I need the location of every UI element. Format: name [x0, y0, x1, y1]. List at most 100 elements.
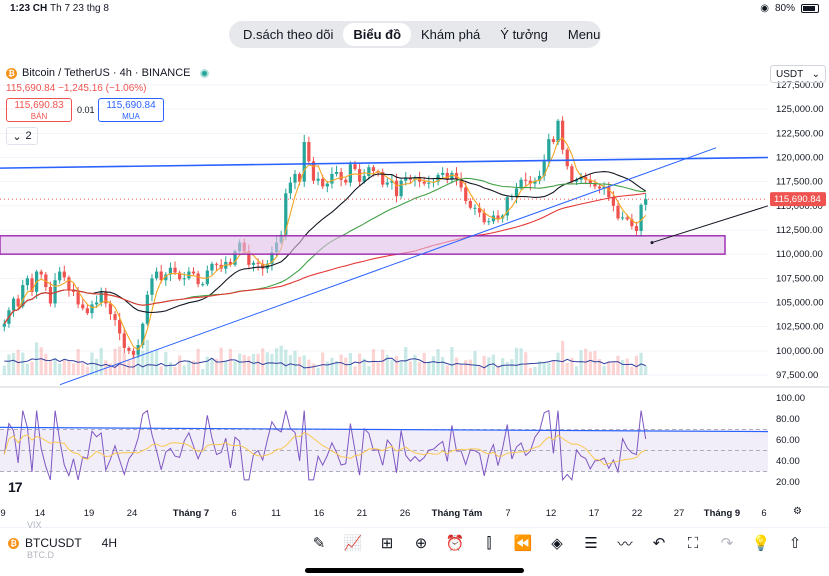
undo-icon[interactable]: ↶ — [652, 535, 666, 552]
price-tick-label: 110,000.00 — [776, 249, 823, 260]
trendlines — [0, 147, 769, 386]
candle-body — [399, 180, 403, 197]
volume-bar — [284, 349, 288, 375]
volume-bar — [611, 362, 616, 375]
candle-body — [131, 350, 136, 355]
candle-body — [127, 347, 131, 351]
volume-bar — [579, 350, 583, 375]
volume-bar — [625, 358, 629, 375]
candle-body — [247, 251, 251, 265]
tab-menu[interactable]: Menu — [567, 27, 601, 42]
candle-body — [214, 263, 219, 265]
price-tick-label: 97,500.00 — [776, 370, 818, 381]
ticker-selector[interactable]: ₿ BTCUSDT 4H — [8, 536, 117, 550]
candle-body — [404, 177, 408, 181]
share-icon[interactable]: ⇧ — [788, 535, 802, 552]
volume-bar — [39, 347, 43, 375]
candle-body — [11, 298, 16, 311]
candle-body — [288, 182, 293, 194]
candle-body — [62, 271, 66, 278]
volume-bar — [565, 362, 569, 375]
redo-icon[interactable]: ↷ — [720, 535, 734, 552]
time-tick-label: Tháng Tám — [432, 508, 483, 519]
last-price-tag-label: 115,690.84 — [774, 194, 821, 205]
volume-bar — [58, 363, 62, 375]
moving-average-line — [3, 137, 647, 351]
volume-bar — [302, 355, 306, 375]
candle-body — [154, 271, 159, 279]
candle-body — [514, 188, 519, 197]
idea-bulb-icon[interactable]: 💡 — [751, 535, 771, 552]
volume-bar — [621, 360, 625, 375]
layouts-icon[interactable]: ⊞ — [380, 535, 394, 552]
timeframe[interactable]: 4H — [101, 536, 118, 550]
price-axis: 127,500.00 125,000.00 122,500.00 120,000.00… — [770, 80, 826, 488]
tab-watchlist[interactable]: D.sách theo dõi — [243, 27, 334, 42]
compare-icon[interactable]: 〰 — [617, 535, 633, 553]
moving-average-line — [3, 192, 646, 325]
bitcoin-icon: ₿ — [6, 67, 17, 79]
time-tick-label: 24 — [127, 508, 138, 519]
candle-body — [2, 323, 6, 327]
price-chart[interactable]: 127,500.00 125,000.00 122,500.00 120,000.00… — [0, 60, 829, 530]
sliders-icon[interactable]: ☰ — [584, 535, 598, 552]
rsi-tick-label: 20.00 — [776, 477, 800, 488]
top-nav: D.sách theo dõi Biểu đồ Khám phá Ý tưởng… — [229, 21, 601, 48]
volume-bar — [274, 348, 279, 375]
layers-icon[interactable]: ◈ — [551, 535, 563, 552]
candle-body — [21, 285, 25, 307]
volume-bar — [159, 366, 163, 375]
candle-body — [496, 215, 500, 219]
buy-button[interactable]: 115,690.84 MUA — [98, 98, 164, 122]
alert-clock-icon[interactable]: ⏰ — [445, 535, 465, 552]
tab-explore[interactable]: Khám phá — [421, 27, 481, 42]
chart-type-icon[interactable]: 📈 — [343, 535, 363, 552]
buy-price: 115,690.84 — [106, 100, 156, 111]
candle-body — [205, 270, 209, 285]
volume-bar — [547, 362, 551, 375]
symbol-title-row[interactable]: ₿ Bitcoin / TetherUS · 4h · BINANCE — [6, 67, 209, 79]
home-indicator — [305, 568, 524, 573]
volume-bar — [219, 347, 223, 375]
currency-value: USDT — [776, 69, 804, 80]
volume-bar — [30, 361, 34, 375]
support-trendline — [59, 147, 717, 386]
tab-chart[interactable]: Biểu đồ — [343, 23, 412, 46]
add-icon[interactable]: ⊕ — [414, 535, 428, 552]
candle-body — [371, 167, 376, 172]
buy-label: MUA — [122, 112, 140, 121]
time-tick-label: 6 — [761, 508, 766, 519]
candle-body — [302, 142, 306, 182]
candle-body — [477, 207, 482, 213]
sell-button[interactable]: 115,690.83 BÁN — [6, 98, 72, 122]
indicators-toggle-button[interactable]: ⌄ 2 — [6, 127, 38, 145]
battery-icon — [801, 4, 819, 13]
brush-icon[interactable]: ✎ — [312, 535, 326, 552]
candles-icon[interactable]: ⫿ — [486, 534, 492, 552]
price-tick-label: 120,000.00 — [776, 153, 824, 164]
volume-bar — [136, 345, 140, 375]
replay-icon[interactable]: ⏪ — [513, 535, 533, 552]
candle-body — [357, 169, 362, 182]
candle-body — [519, 179, 523, 189]
volume-bar — [62, 359, 66, 375]
candle-body — [108, 303, 113, 315]
indicator-count: 2 — [25, 130, 32, 142]
volume-bar — [182, 365, 186, 375]
candle-body — [422, 181, 426, 184]
time-tick-label: Tháng 7 — [173, 508, 209, 519]
volume-bar — [473, 351, 477, 375]
fullscreen-icon[interactable]: ⛶ — [687, 534, 699, 552]
candle-body — [630, 219, 634, 227]
candle-body — [173, 267, 177, 273]
volume-bar — [205, 356, 209, 375]
time-tick-label: 19 — [84, 508, 95, 519]
settings-icon[interactable]: ⚙ — [793, 506, 802, 517]
currency-select[interactable]: USDT ⌄ — [770, 65, 826, 83]
tab-ideas[interactable]: Ý tưởng — [500, 27, 548, 42]
volume-bar — [413, 354, 417, 375]
volume-bar — [399, 362, 403, 375]
candle-body — [90, 304, 94, 314]
ticker-symbol: BTCUSDT — [25, 536, 82, 550]
volume-bar — [270, 354, 274, 375]
